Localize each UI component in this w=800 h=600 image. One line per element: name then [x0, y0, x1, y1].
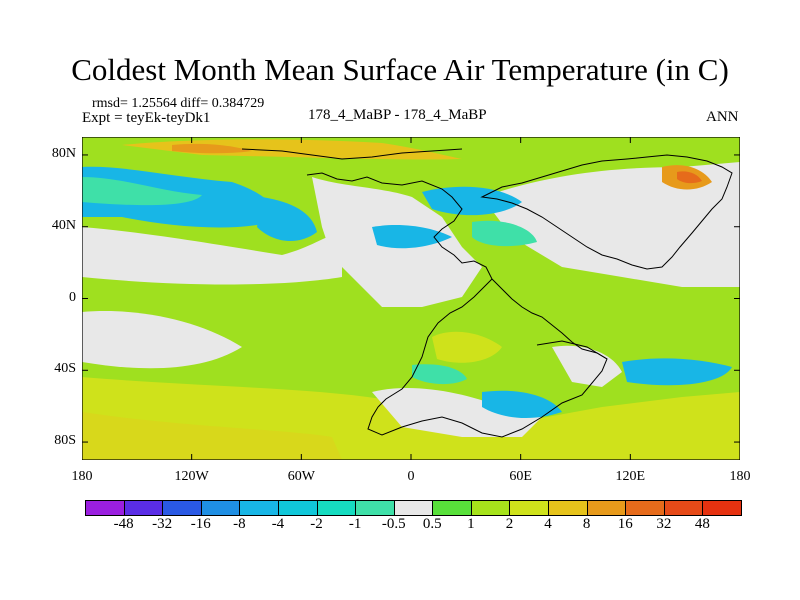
colorbar-level-label: -8 [233, 516, 246, 532]
continent-outlines [241, 148, 733, 438]
colorbar-level-label: -0.5 [381, 516, 406, 532]
colorbar-level-label: -48 [113, 516, 134, 532]
south-warm-band-2 [82, 412, 342, 460]
southern-zero-2 [552, 345, 622, 387]
center-label: 178_4_MaBP - 178_4_MaBP [308, 107, 487, 123]
colorbar-swatch [355, 500, 395, 516]
x-tick-label: 120E [615, 469, 646, 484]
colorbar-swatch [509, 500, 550, 516]
colorbar-swatch [200, 500, 241, 516]
expt-label: Expt = teyEk-teyDk1 [82, 110, 211, 126]
colorbar-level-label: -1 [348, 516, 362, 532]
siberia-warm-2 [677, 171, 702, 184]
x-tick-label: 60W [287, 469, 315, 484]
y-tick-label: 40N [51, 217, 76, 233]
colorbar-level-label: 1 [467, 516, 475, 532]
colorbar-level-label: 0.5 [422, 516, 442, 532]
colorbar-swatch [432, 500, 472, 516]
colorbar [85, 500, 742, 518]
south-mid-cool [412, 364, 467, 385]
south-pacific-zero [82, 311, 242, 369]
chart-title: Coldest Month Mean Surface Air Temperatu… [71, 52, 729, 87]
colorbar-swatch [123, 500, 164, 516]
colorbar-swatch [625, 500, 665, 516]
colorbar-level-label: -16 [190, 516, 211, 532]
map-ticks [82, 137, 740, 460]
x-tick-label: 120W [174, 469, 209, 484]
season-label: ANN [706, 109, 739, 125]
colorbar-swatch [702, 500, 742, 516]
tropic-warm-patch [432, 331, 502, 363]
colorbar-swatch [663, 500, 704, 516]
colorbar-level-label: -4 [271, 516, 285, 532]
colorbar-swatch [548, 500, 588, 516]
y-tick-label: 0 [69, 289, 76, 305]
tropical-cool [372, 225, 452, 249]
temperature-map [82, 137, 740, 460]
north-pacific-cool-2 [82, 177, 202, 206]
north-pacific-zero [82, 227, 342, 285]
southern-ocean-cool [622, 358, 732, 386]
x-tick-label: 180 [729, 469, 751, 484]
colorbar-level-label: 16 [617, 516, 633, 532]
colorbar-swatch [277, 500, 318, 516]
stats-label: rmsd= 1.25564 diff= 0.384729 [92, 96, 265, 111]
colorbar-level-label: -2 [310, 516, 323, 532]
colorbar-swatch [470, 500, 511, 516]
colorbar-level-label: 32 [656, 516, 672, 532]
colorbar-level-label: 8 [582, 516, 591, 532]
y-tick-label: 80N [51, 145, 76, 161]
southern-zero [372, 387, 542, 437]
asia-cool-2 [472, 220, 537, 247]
y-tick-label: 40S [54, 361, 76, 377]
colorbar-swatch [162, 500, 202, 516]
arctic-warm-2 [172, 143, 252, 154]
colorbar-swatch [393, 500, 434, 516]
asia-cool [422, 186, 522, 216]
colorbar-level-label: 4 [544, 516, 552, 532]
colorbar-level-label: 2 [505, 516, 514, 532]
north-atlantic-cool [257, 197, 317, 242]
south-africa-cool [482, 390, 562, 419]
colorbar-swatch [316, 500, 357, 516]
x-tick-label: 180 [71, 469, 93, 484]
colorbar-swatch [239, 500, 279, 516]
x-tick-label: 60E [509, 469, 532, 484]
y-tick-label: 80S [54, 433, 76, 449]
landmass-zero-2 [482, 162, 740, 287]
colorbar-level-label: -32 [152, 516, 173, 532]
colorbar-swatch [586, 500, 627, 516]
x-tick-label: 0 [407, 469, 415, 484]
colorbar-level-label: 48 [694, 516, 710, 532]
map-layers [82, 137, 740, 460]
map-plot [82, 137, 740, 460]
colorbar-swatch [85, 500, 125, 516]
